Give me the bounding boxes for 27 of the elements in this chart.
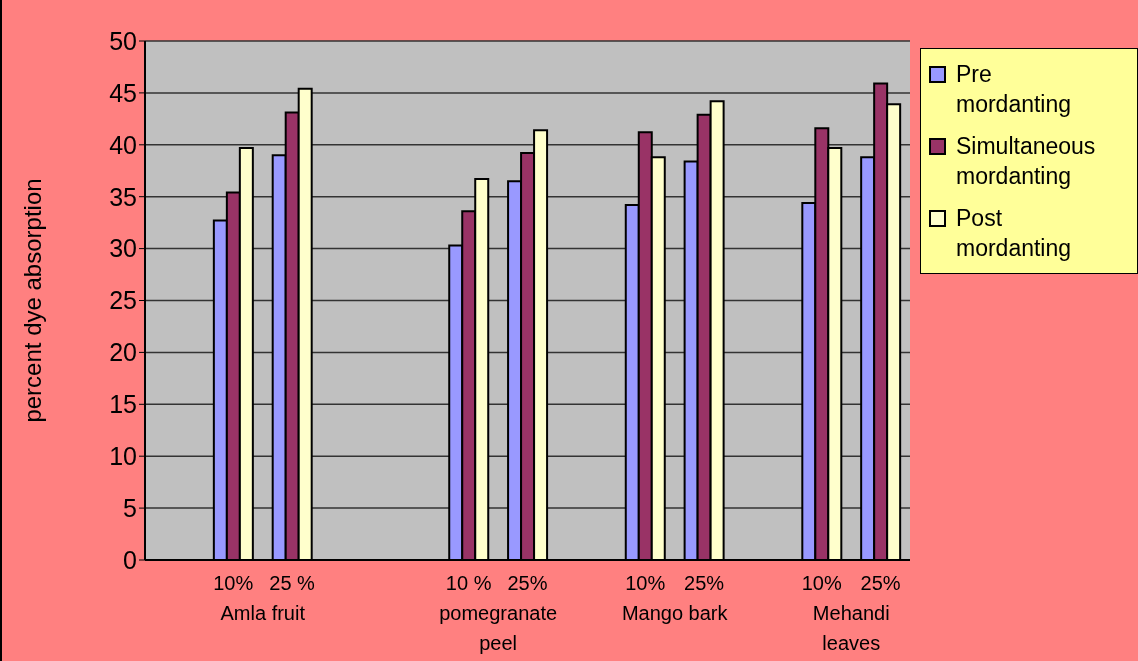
y-tick-label: 50 — [109, 26, 137, 55]
y-tick-label: 40 — [109, 130, 137, 159]
x-tick-label: 25% — [684, 572, 725, 594]
x-tick-label: 10% — [625, 572, 666, 594]
y-tick-label: 5 — [123, 493, 137, 522]
legend-label: Simultaneous mordanting — [956, 132, 1097, 191]
text: pomegranate peel — [439, 602, 558, 654]
x-tick-label: 25 % — [269, 572, 316, 594]
x-tick-label: 25% — [507, 572, 548, 594]
y-tick-label: 25 — [109, 286, 137, 315]
y-tick-label: 20 — [109, 338, 137, 367]
y-tick-label: 10 — [109, 442, 137, 471]
text: Amla fruit — [220, 602, 306, 624]
y-tick-label: 0 — [123, 545, 137, 574]
y-tick-label: 30 — [109, 234, 137, 263]
y-tick-label: 45 — [109, 78, 137, 107]
text: Mango bark — [621, 602, 729, 624]
text: Mehandi leaves — [812, 602, 890, 654]
y-tick-label: 35 — [109, 182, 137, 211]
legend-label: Post mordanting — [956, 204, 1073, 263]
legend-label: Pre mordanting — [956, 60, 1073, 119]
x-tick-label: 25% — [860, 572, 901, 594]
x-tick-label: 10 % — [445, 572, 492, 594]
y-axis-title: percent dye absorption — [18, 178, 46, 423]
y-tick-label: 15 — [109, 390, 137, 419]
x-tick-label: 10% — [801, 572, 842, 594]
x-tick-label: 10% — [213, 572, 254, 594]
